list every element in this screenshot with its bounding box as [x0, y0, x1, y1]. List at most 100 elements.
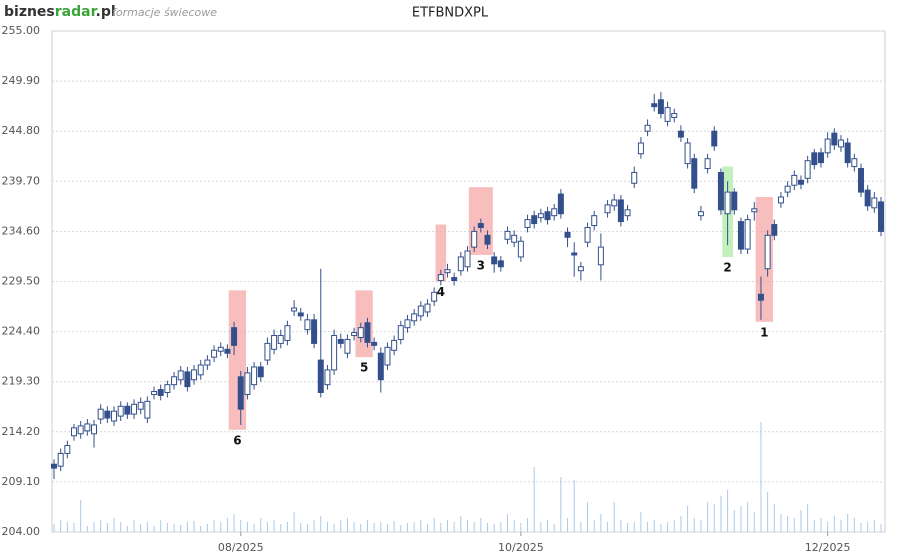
- volume-bar: [146, 522, 148, 532]
- candle-body: [771, 224, 778, 236]
- volume-bar: [113, 518, 115, 532]
- volume-bar: [760, 422, 762, 532]
- candle-body: [517, 240, 524, 258]
- y-tick-label: 244.80: [2, 124, 41, 137]
- volume-bar: [460, 516, 462, 532]
- y-tick-label: 239.70: [2, 174, 41, 187]
- volume-bar: [173, 524, 175, 532]
- candle-body: [364, 322, 371, 343]
- candle-body: [171, 376, 178, 386]
- candle-body: [117, 405, 124, 417]
- candle-body: [184, 371, 191, 388]
- volume-bar: [860, 523, 862, 532]
- volume-bar: [440, 523, 442, 532]
- volume-bar: [573, 480, 575, 532]
- volume-bar: [653, 520, 655, 532]
- volume-bar: [727, 490, 729, 532]
- candle-body: [511, 234, 518, 243]
- volume-bar: [306, 524, 308, 532]
- candle-body: [324, 369, 331, 386]
- candle-body: [451, 277, 458, 282]
- candle-body: [791, 174, 798, 186]
- candle-body: [397, 325, 404, 340]
- candle-body: [764, 234, 771, 270]
- candle-body: [864, 189, 871, 207]
- volume-bar: [260, 518, 262, 532]
- volume-bar: [80, 500, 82, 532]
- candle-body: [237, 376, 244, 410]
- pattern-label: 6: [233, 433, 241, 447]
- candle-body: [817, 152, 824, 164]
- candle-body: [731, 191, 738, 211]
- candle-body: [357, 327, 364, 338]
- candle-body: [277, 335, 284, 344]
- volume-bar: [793, 518, 795, 532]
- candle-body: [844, 142, 851, 164]
- candle-body: [51, 463, 57, 469]
- candle-body: [878, 201, 884, 232]
- candle-body: [444, 269, 451, 274]
- volume-bar: [640, 512, 642, 532]
- candle-body: [157, 389, 164, 396]
- volume-bar: [53, 524, 55, 532]
- y-tick-label: 219.30: [2, 375, 41, 388]
- volume-bar: [593, 520, 595, 532]
- candle-body: [197, 364, 204, 376]
- volume-bar: [740, 506, 742, 532]
- volume-bar: [60, 520, 62, 532]
- candle-body: [377, 352, 384, 381]
- candle-body: [204, 359, 211, 366]
- volume-bar: [206, 524, 208, 532]
- candle-body: [691, 158, 698, 189]
- volume-bar: [153, 526, 155, 532]
- candle-body: [84, 423, 91, 432]
- volume-bar: [420, 520, 422, 532]
- candle-body: [391, 339, 398, 351]
- volume-bar: [673, 520, 675, 532]
- candle-body: [71, 427, 78, 437]
- candle-body: [851, 158, 858, 168]
- candle-body: [144, 400, 151, 419]
- candle-body: [831, 132, 838, 146]
- brand: biznesradar.pl: [4, 4, 116, 20]
- volume-bar: [527, 518, 529, 532]
- volume-bar: [180, 525, 182, 532]
- candle-body: [191, 369, 198, 381]
- candle-body: [544, 211, 551, 221]
- volume-bar: [166, 523, 168, 532]
- candle-body: [677, 130, 684, 138]
- candle-body: [637, 142, 644, 155]
- y-tick-label: 204.00: [2, 525, 41, 538]
- volume-bar: [507, 514, 509, 532]
- candle-body: [264, 342, 271, 361]
- volume-bar: [767, 492, 769, 532]
- volume-bar: [547, 520, 549, 532]
- candle-body: [571, 252, 578, 256]
- candle-body: [371, 341, 378, 346]
- volume-bar: [253, 524, 255, 532]
- candle-body: [617, 199, 624, 223]
- volume-bar: [320, 516, 322, 532]
- volume-bar: [126, 526, 128, 532]
- volume-bar: [733, 510, 735, 532]
- candle-body: [524, 219, 531, 228]
- brand-part: .pl: [96, 4, 116, 20]
- volume-bar: [500, 522, 502, 532]
- volume-bar: [220, 522, 222, 532]
- volume-bar: [380, 522, 382, 532]
- candle-body: [417, 305, 424, 317]
- brand-part: radar: [55, 4, 98, 20]
- candle-body: [597, 246, 604, 266]
- volume-bar: [827, 522, 829, 532]
- candle-body: [797, 179, 804, 185]
- y-tick-label: 209.10: [2, 475, 41, 488]
- volume-bar: [446, 520, 448, 532]
- volume-bar: [847, 514, 849, 532]
- chart-title: ETFBNDXPL: [412, 6, 489, 21]
- volume-bar: [313, 520, 315, 532]
- candle-body: [151, 391, 158, 395]
- candle-body: [437, 274, 444, 282]
- volume-bar: [533, 467, 535, 532]
- volume-bar: [213, 520, 215, 532]
- pattern-label: 3: [477, 258, 485, 272]
